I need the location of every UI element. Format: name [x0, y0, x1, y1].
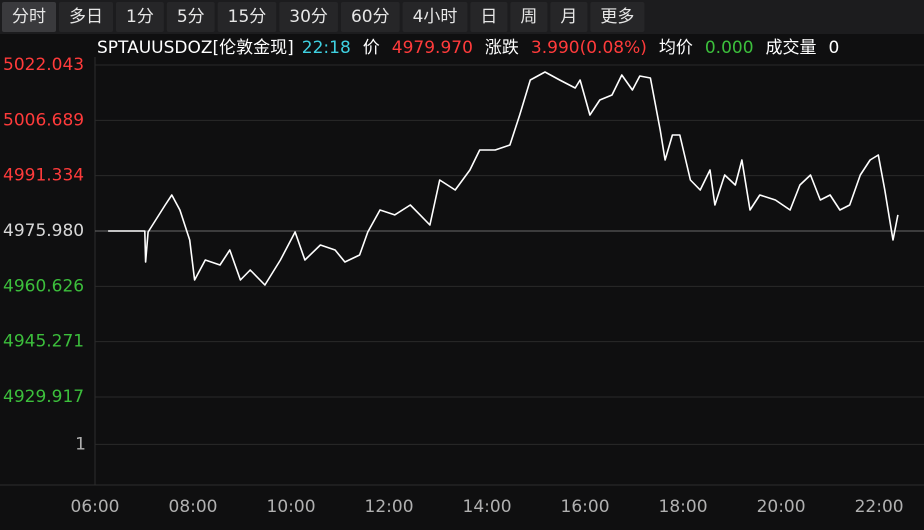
tab-label[interactable]: 多日 — [69, 7, 103, 27]
tab-label[interactable]: 5分 — [177, 7, 205, 27]
quote-item: 价 — [363, 38, 380, 58]
y-tick-label: 4975.980 — [3, 221, 84, 241]
y-tick-label: 4960.626 — [3, 276, 84, 296]
tab-label[interactable]: 更多 — [600, 7, 634, 27]
x-tick-label: 22:00 — [855, 497, 904, 517]
volume-tick-label: 1 — [75, 434, 86, 454]
tab[interactable] — [510, 2, 548, 32]
y-tick-label: 4945.271 — [3, 332, 84, 352]
tab-label[interactable]: 4小时 — [413, 7, 458, 27]
quote-item: 均价 — [659, 38, 693, 58]
tab-label[interactable]: 15分 — [228, 7, 267, 27]
quote-item: 0 — [829, 38, 840, 58]
tab[interactable] — [340, 2, 400, 32]
quote-item: SPTAUUSDOZ[伦敦金现] — [97, 38, 294, 58]
tab[interactable] — [470, 2, 508, 32]
quote-item: 22:18 — [302, 38, 351, 58]
tab-label[interactable]: 周 — [520, 7, 537, 27]
tab[interactable] — [116, 2, 164, 32]
tab-label[interactable]: 日 — [480, 7, 497, 27]
tab-label[interactable]: 分时 — [12, 7, 46, 27]
x-tick-label: 16:00 — [561, 497, 610, 517]
y-tick-label: 4991.334 — [3, 166, 84, 186]
x-tick-label: 14:00 — [463, 497, 512, 517]
y-tick-label: 5006.689 — [3, 110, 84, 130]
tab[interactable] — [166, 2, 215, 32]
tab[interactable] — [59, 2, 113, 32]
x-tick-label: 10:00 — [267, 497, 316, 517]
tab[interactable] — [590, 2, 645, 32]
x-tick-label: 06:00 — [71, 497, 120, 517]
quote-item: 涨跌 — [485, 38, 519, 58]
tab[interactable] — [279, 2, 338, 32]
quote-item: 3.990(0.08%) — [531, 38, 647, 58]
x-tick-label: 18:00 — [659, 497, 708, 517]
quote-item: 0.000 — [705, 38, 754, 58]
tab[interactable] — [2, 2, 56, 32]
y-tick-label: 5022.043 — [3, 55, 84, 75]
y-tick-label: 4929.917 — [3, 387, 84, 407]
tab-label[interactable]: 月 — [560, 7, 577, 27]
tab[interactable] — [217, 2, 277, 32]
x-tick-label: 08:00 — [169, 497, 218, 517]
tab[interactable] — [550, 2, 588, 32]
quote-item: 4979.970 — [392, 38, 473, 58]
tab[interactable] — [402, 2, 468, 32]
price-line — [108, 71, 899, 286]
quote-item: 成交量 — [766, 38, 817, 58]
x-tick-label: 20:00 — [757, 497, 806, 517]
tab-label[interactable]: 60分 — [351, 7, 390, 27]
tab-label[interactable]: 1分 — [126, 7, 154, 27]
x-tick-label: 12:00 — [365, 497, 414, 517]
tab-label[interactable]: 30分 — [289, 7, 328, 27]
